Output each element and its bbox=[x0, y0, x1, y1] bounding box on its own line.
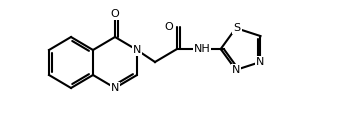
Text: O: O bbox=[111, 9, 119, 19]
Text: N: N bbox=[232, 65, 240, 75]
Text: N: N bbox=[256, 57, 265, 67]
Text: O: O bbox=[165, 22, 174, 32]
Text: NH: NH bbox=[194, 44, 210, 54]
Text: N: N bbox=[111, 83, 119, 93]
Text: S: S bbox=[233, 23, 240, 33]
Text: N: N bbox=[133, 45, 141, 55]
